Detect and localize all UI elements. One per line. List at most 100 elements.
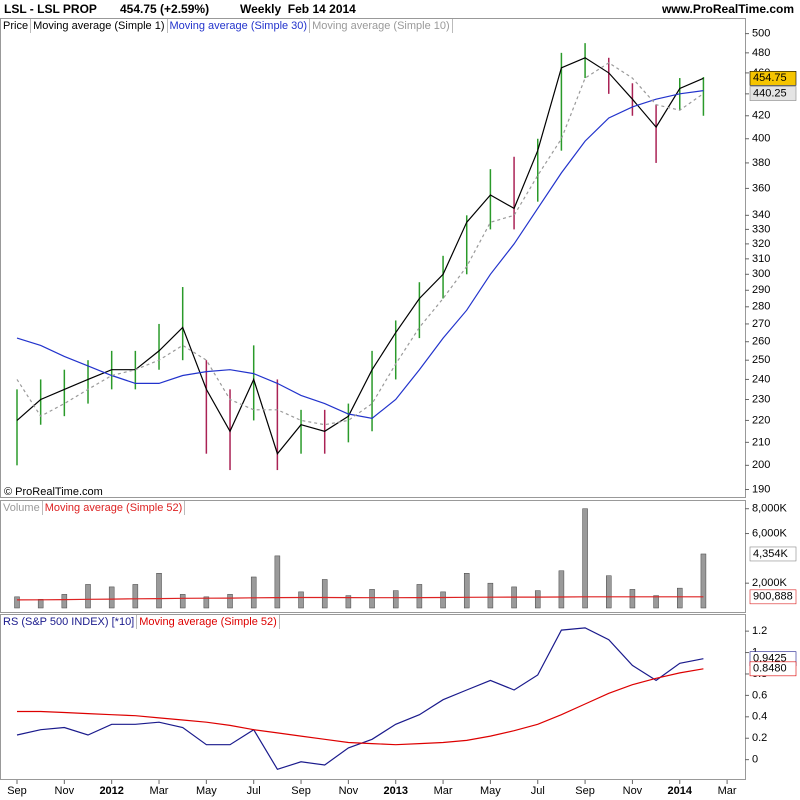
quote: 454.75 (+2.59%) [120, 2, 210, 16]
volume-bar [274, 555, 281, 609]
volume-bar [463, 573, 470, 609]
y-tick-label: 300 [752, 268, 770, 280]
copyright: © ProRealTime.com [4, 486, 103, 498]
volume-bar [345, 595, 352, 609]
legend: RS (S&P 500 INDEX) [*10] Moving average (… [1, 615, 280, 629]
y-tick-label: 0 [752, 754, 758, 766]
volume-bar [677, 587, 683, 609]
x-tick-label: Sep [291, 785, 311, 797]
y-tick-label: 0.6 [752, 689, 767, 701]
y-tick-label: 230 [752, 393, 770, 405]
x-tick-label: Jul [531, 785, 545, 797]
symbol: LSL - LSL PROP [4, 2, 97, 16]
x-tick-label: Mar [718, 785, 737, 797]
value-tag-label: 454.75 [753, 72, 787, 84]
volume-bar [203, 596, 210, 609]
y-tick-label: 380 [752, 157, 770, 169]
x-tick-label: Nov [339, 785, 359, 797]
volume-bar [85, 584, 91, 609]
y-tick-label: 6,000K [752, 527, 788, 539]
volume-bar [156, 573, 162, 609]
value-tag-label: 4,354K [753, 548, 789, 560]
volume-bar [534, 590, 541, 609]
volume-bar [582, 508, 588, 609]
value-tag-label: 900,888 [753, 591, 793, 603]
value-tag-label: 0.8480 [753, 663, 787, 675]
y-tick-label: 200 [752, 459, 770, 471]
volume-bar [14, 596, 20, 609]
x-tick-label: Nov [623, 785, 643, 797]
x-tick-label: Jul [247, 785, 261, 797]
site: www.ProRealTime.com [661, 2, 794, 16]
legend-item: Moving average (Simple 30) [168, 19, 311, 33]
legend-item: Price [1, 19, 32, 33]
y-tick-label: 500 [752, 28, 770, 40]
x-tick-label: Sep [7, 785, 27, 797]
y-tick-label: 270 [752, 318, 770, 330]
volume-bar [392, 590, 399, 609]
volume-bar [227, 594, 233, 609]
volume-ma-line [16, 596, 704, 601]
price-panel [0, 18, 746, 498]
volume-bar [487, 582, 494, 609]
volume-bar [700, 553, 707, 609]
volume-bar [369, 589, 375, 609]
ma-line [16, 62, 704, 426]
x-tick-label: Sep [575, 785, 595, 797]
volume-bar [179, 594, 186, 609]
period: Weekly Feb 14 2014 [240, 2, 356, 16]
value-tag-label: 440.25 [753, 87, 787, 99]
y-tick-label: 280 [752, 301, 770, 313]
y-tick-label: 0.4 [752, 711, 767, 723]
rs-line [16, 627, 704, 771]
legend-item: Moving average (Simple 10) [310, 19, 453, 33]
x-tick-label: 2014 [668, 785, 693, 797]
volume-bar [606, 575, 612, 609]
rs-panel [0, 614, 746, 780]
volume-bar [653, 595, 659, 609]
value-tag [749, 589, 797, 605]
ma-line [16, 57, 704, 455]
y-tick-label: 260 [752, 336, 770, 348]
volume-bar [440, 591, 446, 609]
legend-item: Moving average (Simple 52) [43, 501, 186, 515]
volume-bar [37, 599, 44, 609]
legend-item: Moving average (Simple 52) [137, 615, 280, 629]
volume-bar [250, 576, 257, 609]
legend-item: Moving average (Simple 1) [31, 19, 168, 33]
y-tick-label: 210 [752, 436, 770, 448]
y-tick-label: 400 [752, 133, 770, 145]
legend: Price Moving average (Simple 1) Moving ave… [1, 19, 453, 33]
volume-bar [321, 579, 328, 609]
x-tick-label: 2013 [383, 785, 407, 797]
volume-bar [558, 570, 565, 609]
y-tick-label: 220 [752, 414, 770, 426]
y-tick-label: 0.2 [752, 732, 767, 744]
value-tag [749, 546, 797, 562]
y-tick-label: 420 [752, 110, 770, 122]
y-tick-label: 250 [752, 354, 770, 366]
y-tick-label: 360 [752, 182, 770, 194]
y-tick-label: 330 [752, 223, 770, 235]
y-tick-label: 340 [752, 209, 770, 221]
legend: Volume Moving average (Simple 52) [1, 501, 186, 515]
volume-bar [629, 589, 636, 609]
volume-bar [108, 586, 115, 609]
y-tick-label: 190 [752, 483, 770, 495]
x-tick-label: Nov [55, 785, 75, 797]
y-tick-label: 1.2 [752, 625, 767, 637]
volume-bar [416, 584, 423, 609]
y-tick-label: 240 [752, 373, 770, 385]
x-tick-label: May [480, 785, 501, 797]
value-tag [749, 86, 797, 101]
volume-bar [298, 591, 304, 609]
legend-item: RS (S&P 500 INDEX) [*10] [1, 615, 138, 629]
volume-bar [61, 594, 68, 609]
y-tick-label: 2,000K [752, 577, 788, 589]
value-tag [749, 71, 797, 86]
x-tick-label: 2012 [99, 785, 123, 797]
ma-line [16, 90, 704, 419]
x-tick-label: Mar [150, 785, 169, 797]
x-tick-label: Mar [434, 785, 453, 797]
